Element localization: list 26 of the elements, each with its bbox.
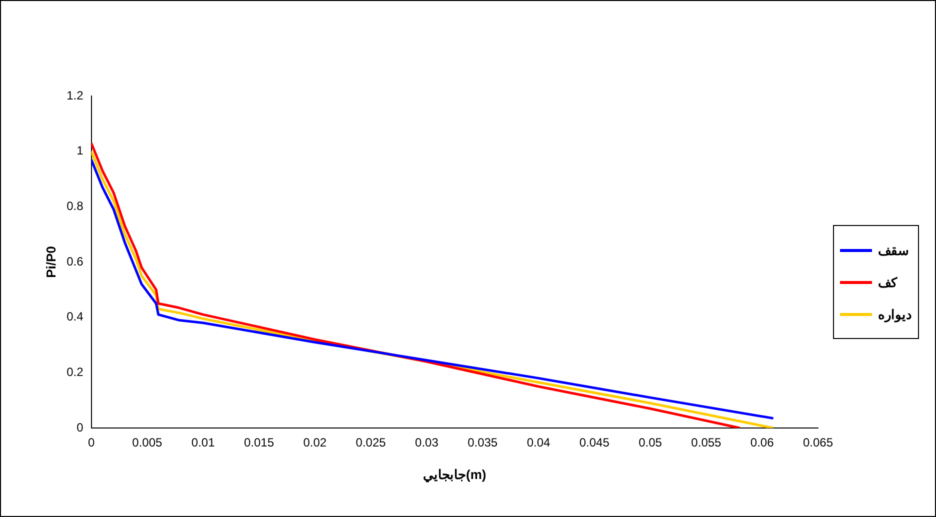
legend-label: دیواره xyxy=(878,306,912,322)
x-tick-label: 0.025 xyxy=(356,436,386,450)
x-tick-label: 0.06 xyxy=(750,436,774,450)
y-tick-label: 1 xyxy=(76,144,84,158)
legend-label: کف xyxy=(878,274,897,290)
x-axis-title: جابجايي(m) xyxy=(423,466,486,483)
x-tick-label: 0.05 xyxy=(638,436,662,450)
x-tick-label: 0 xyxy=(88,436,95,450)
x-tick-label: 0.02 xyxy=(303,436,327,450)
y-tick-label: 1.2 xyxy=(66,88,84,102)
x-tick-label: 0.005 xyxy=(132,436,163,450)
y-tick-label: 0.4 xyxy=(66,310,84,324)
x-tick-label: 0.01 xyxy=(191,436,216,450)
x-tick-label: 0.055 xyxy=(691,436,722,450)
x-tick-label: 0.035 xyxy=(468,436,498,450)
legend-label: سقف xyxy=(878,242,909,258)
x-tick-label: 0.045 xyxy=(579,436,610,450)
x-tick-label: 0.03 xyxy=(415,436,439,450)
y-tick-label: 0 xyxy=(76,420,84,434)
y-axis-title: Pi/P0 xyxy=(43,246,58,278)
y-tick-label: 0.6 xyxy=(66,254,84,268)
y-tick-label: 0.2 xyxy=(66,364,84,379)
x-tick-label: 0.015 xyxy=(244,436,274,450)
x-tick-label: 0.04 xyxy=(526,436,550,450)
x-tick-label: 0.065 xyxy=(802,436,834,450)
y-tick-label: 0.8 xyxy=(66,198,84,213)
